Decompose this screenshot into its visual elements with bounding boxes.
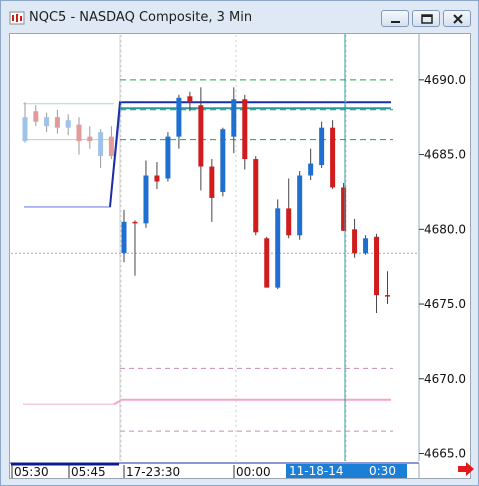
prior-candle-6	[87, 126, 93, 149]
time-label-1: 05:45	[71, 465, 106, 478]
time-axis-scroll-indicator	[11, 463, 119, 466]
prior-candle-7	[98, 129, 104, 169]
prior-candle-1-body	[33, 111, 39, 122]
prior-candle-0-body	[22, 117, 28, 142]
candle-8	[209, 159, 215, 222]
candle-1	[132, 220, 138, 276]
candle-11	[242, 94, 248, 170]
candle-11-body	[242, 99, 248, 160]
candle-2-body	[143, 175, 149, 224]
time-axis-cursor-highlight	[286, 464, 407, 478]
candle-10-body	[231, 99, 237, 137]
candle-19-body	[330, 127, 336, 188]
close-icon	[453, 14, 463, 24]
candle-12	[253, 156, 259, 236]
candle-16-body	[297, 175, 303, 236]
prior-candle-1	[33, 105, 39, 127]
candle-19	[330, 120, 336, 189]
close-button[interactable]	[443, 10, 471, 27]
prior-candle-5-body	[76, 124, 82, 142]
candle-0-body	[121, 221, 127, 254]
prior-candle-3-body	[54, 117, 60, 128]
candle-13	[264, 236, 270, 288]
candle-22	[363, 235, 369, 255]
prior-candle-4	[65, 114, 71, 136]
candle-15	[286, 178, 292, 239]
candle-7	[198, 87, 204, 191]
prior-candle-2	[44, 112, 50, 133]
plot-background	[11, 35, 419, 461]
candle-18	[319, 121, 325, 169]
price-label-0: 4690.0	[424, 73, 466, 87]
chart-app-icon	[9, 11, 25, 25]
candle-10	[231, 87, 237, 154]
candle-18-body	[319, 127, 325, 166]
price-label-3: 4675.0	[424, 297, 466, 311]
price-label-5: 4665.0	[424, 447, 466, 461]
candle-6-body	[187, 96, 193, 103]
price-label-4: 4670.0	[424, 372, 466, 386]
candle-21	[352, 218, 358, 258]
time-label-3: 00:00	[236, 465, 271, 478]
restore-button[interactable]	[412, 10, 440, 27]
candle-5-body	[176, 97, 182, 137]
prior-candle-8-body	[108, 136, 114, 157]
candle-17-body	[308, 163, 314, 176]
price-label-2: 4680.0	[424, 222, 466, 236]
candle-16	[297, 171, 303, 240]
time-cursor-label: 0:30	[369, 464, 396, 478]
candle-2	[143, 160, 149, 228]
candle-14-body	[275, 208, 281, 288]
restore-icon	[421, 14, 433, 24]
time-highlight-date: 11-18-14	[289, 464, 343, 478]
candle-21-body	[352, 229, 358, 254]
candle-4	[165, 132, 171, 182]
candle-12-body	[253, 159, 259, 233]
candle-3-body	[154, 175, 160, 182]
candle-24	[385, 271, 391, 305]
window-title: NQC5 - NASDAQ Composite, 3 Min	[29, 10, 253, 25]
candle-24-body	[385, 295, 391, 297]
candle-6	[187, 91, 193, 112]
prior-candle-2-body	[44, 117, 50, 127]
prior-candle-3	[54, 109, 60, 134]
candle-5	[176, 94, 182, 149]
prior-candle-4-body	[65, 120, 71, 128]
candlestick-chart[interactable]: 4690.0 4685.0 4680.0 4675.0 4670.0 4665.0 05:3…	[10, 34, 470, 479]
candle-14	[275, 199, 281, 290]
title-bar[interactable]: NQC5 - NASDAQ Composite, 3 Min	[1, 1, 478, 35]
level-blue-solid	[109, 101, 391, 207]
candle-23-body	[374, 236, 380, 296]
candle-20-body	[341, 187, 347, 231]
prior-candle-8	[108, 126, 114, 160]
candle-23	[374, 233, 380, 314]
candle-20	[341, 182, 347, 231]
candle-9	[220, 127, 226, 197]
candle-8-body	[209, 166, 215, 198]
minimize-button[interactable]	[381, 10, 409, 27]
candle-4-body	[165, 136, 171, 179]
candle-22-body	[363, 238, 369, 254]
candle-7-body	[198, 105, 204, 167]
candle-3	[154, 162, 160, 189]
prior-candle-0	[22, 102, 28, 143]
prior-candle-5	[76, 117, 82, 155]
candle-15-body	[286, 208, 292, 236]
price-label-1: 4685.0	[424, 148, 466, 162]
prior-candle-6-body	[87, 136, 93, 142]
candle-13-body	[264, 238, 270, 288]
chart-area[interactable]: 4690.0 4685.0 4680.0 4675.0 4670.0 4665.0 05:3…	[9, 33, 471, 479]
candle-9-body	[220, 129, 226, 192]
time-label-2: 17-23:30	[126, 465, 180, 478]
candle-0	[121, 209, 127, 263]
scroll-right-arrow-icon[interactable]	[457, 461, 475, 477]
prior-candle-7-body	[98, 132, 104, 157]
time-label-0: 05:30	[14, 465, 49, 478]
level-pink-solid	[113, 398, 391, 406]
candle-17	[308, 148, 314, 180]
candle-1-body	[132, 221, 138, 224]
minimize-icon	[391, 21, 400, 23]
